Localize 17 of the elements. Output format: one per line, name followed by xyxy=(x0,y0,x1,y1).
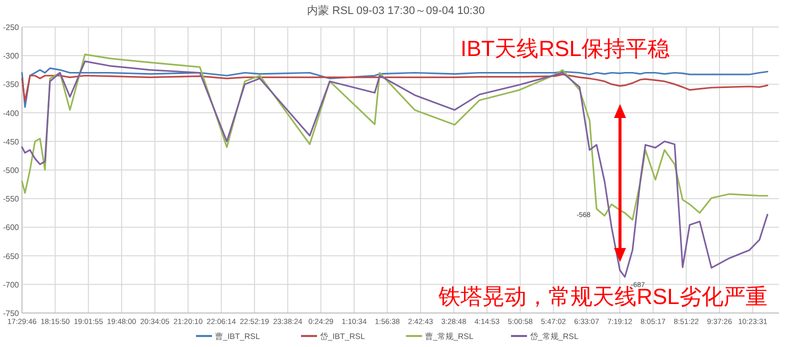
y-tick-label: -550 xyxy=(2,194,20,204)
y-tick-label: -650 xyxy=(2,252,20,261)
y-tick-label: -500 xyxy=(2,166,20,175)
legend-label: 岱_IBT_RSL xyxy=(320,332,366,341)
annotation: IBT天线RSL保持平稳 xyxy=(460,36,670,61)
y-tick-label: -400 xyxy=(2,108,20,118)
legend-label: 曹_常规_RSL xyxy=(425,332,474,341)
y-tick-label: -350 xyxy=(2,80,20,90)
legend-label: 曹_IBT_RSL xyxy=(215,332,260,341)
y-tick-label: -250 xyxy=(2,23,20,32)
y-tick-label: -450 xyxy=(2,137,20,146)
chart-title: 内蒙 RSL 09-03 17:30～09-04 10:30 xyxy=(307,4,485,17)
y-tick-label: -750 xyxy=(2,309,20,318)
y-tick-label: -600 xyxy=(2,223,20,232)
y-tick-label: -300 xyxy=(2,52,20,61)
legend-label: 岱_常规_RSL xyxy=(530,332,580,341)
y-tick-label: -700 xyxy=(2,280,20,290)
